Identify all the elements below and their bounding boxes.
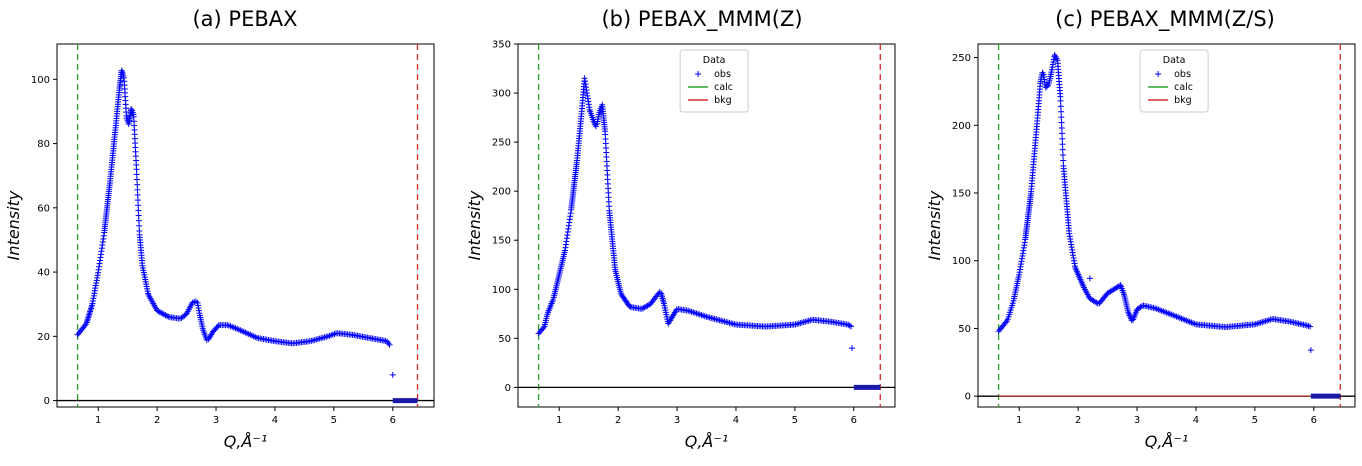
x-axis-label: Q,Å⁻¹ [685,432,728,451]
legend-label-calc: calc [1174,82,1193,93]
obs-point [133,176,141,184]
obs-point [1057,102,1065,110]
obs-point [133,165,141,173]
legend-title: Data [1163,55,1186,66]
x-tick-label: 3 [1134,415,1140,426]
legend-label-bkg: bkg [714,95,732,106]
chart-title: (c) PEBAX_MMM(Z/S) [1055,7,1275,32]
legend-label-calc: calc [714,82,733,93]
y-tick-label: 100 [31,75,50,86]
x-tick-label: 1 [556,415,562,426]
x-tick-label: 3 [213,415,219,426]
obs-point [133,170,141,178]
x-tick-label: 1 [1016,415,1022,426]
obs-point [1057,108,1065,116]
chart-title: (a) PEBAX [192,7,297,31]
y-tick-label: 100 [492,285,511,296]
obs-point [134,196,142,204]
y-tick-label: 150 [492,236,511,247]
x-tick-label: 5 [792,415,798,426]
obs-point [1058,140,1066,148]
y-tick-label: 0 [44,396,50,407]
obs-point [1058,129,1066,137]
plot-frame [517,43,896,408]
obs-point [1059,156,1067,164]
obs-point [135,222,143,230]
y-tick-label: 100 [952,256,971,267]
y-tick-label: 0 [505,383,511,394]
y-tick-label: 150 [952,188,971,199]
y-tick-label: 50 [958,324,971,335]
x-axis-label: Q,Å⁻¹ [224,432,267,451]
obs-point [1058,135,1066,143]
y-tick-label: 250 [492,138,511,149]
y-tick-label: 350 [492,40,511,51]
x-tick-label: 6 [1311,415,1317,426]
legend-label-obs: obs [714,69,731,80]
y-tick-label: 200 [492,187,511,198]
y-axis-label: Intensity [4,190,23,260]
obs-point [846,322,854,330]
obs-outlier-point [1307,346,1315,354]
obs-point [1058,119,1066,127]
obs-outlier-point [848,344,856,352]
obs-point [133,181,141,189]
x-tick-label: 3 [674,415,680,426]
obs-point [135,212,143,220]
obs-point [134,206,142,214]
x-axis-label: Q,Å⁻¹ [1145,432,1188,451]
x-tick-label: 4 [272,415,278,426]
y-tick-label: 80 [37,139,50,150]
x-tick-label: 6 [851,415,857,426]
legend: Data obs calc bkg [1139,49,1209,113]
y-tick-label: 0 [965,392,971,403]
obs-point [1059,146,1067,154]
x-tick-label: 4 [733,415,739,426]
x-tick-label: 5 [1252,415,1258,426]
x-tick-label: 2 [615,415,621,426]
y-tick-label: 20 [37,332,50,343]
chart-title: (b) PEBAX_MMM(Z) [601,7,802,32]
obs-point [135,217,143,225]
obs-outlier-point [389,371,397,379]
x-tick-label: 1 [95,415,101,426]
y-tick-label: 40 [37,268,50,279]
y-tick-label: 200 [952,121,971,132]
legend-box [1139,49,1209,113]
x-tick-label: 4 [1193,415,1199,426]
x-tick-label: 6 [390,415,396,426]
panel-2: (b) PEBAX_MMM(Z) 1 2 3 4 5 6 0 50 100 150 200 250 300… [465,7,896,451]
obs-series [535,74,856,352]
obs-point [134,201,142,209]
obs-point [1059,151,1067,159]
obs-point [1057,113,1065,121]
plot-frame [56,43,435,408]
y-axis-label: Intensity [465,190,484,260]
x-tick-label: 2 [154,415,160,426]
y-tick-label: 60 [37,203,50,214]
y-axis-label: Intensity [925,190,944,260]
plot-frame [977,43,1356,408]
y-tick-label: 50 [498,334,511,345]
legend-label-bkg: bkg [1174,95,1192,106]
legend: Data obs calc bkg [679,49,749,113]
x-tick-label: 2 [1075,415,1081,426]
obs-point [133,186,141,194]
y-tick-label: 300 [492,89,511,100]
x-tick-label: 5 [331,415,337,426]
panel-3: (c) PEBAX_MMM(Z/S) 1 2 3 4 5 6 0 50 100 150 200 250 Q… [925,7,1356,451]
obs-series [74,67,397,379]
obs-point [1057,97,1065,105]
y-tick-label: 250 [952,53,971,64]
legend-title: Data [703,55,726,66]
obs-point [1058,124,1066,132]
obs-point [134,191,142,199]
obs-outlier-point [1086,274,1094,282]
legend-label-obs: obs [1174,69,1191,80]
legend-box [679,49,749,113]
